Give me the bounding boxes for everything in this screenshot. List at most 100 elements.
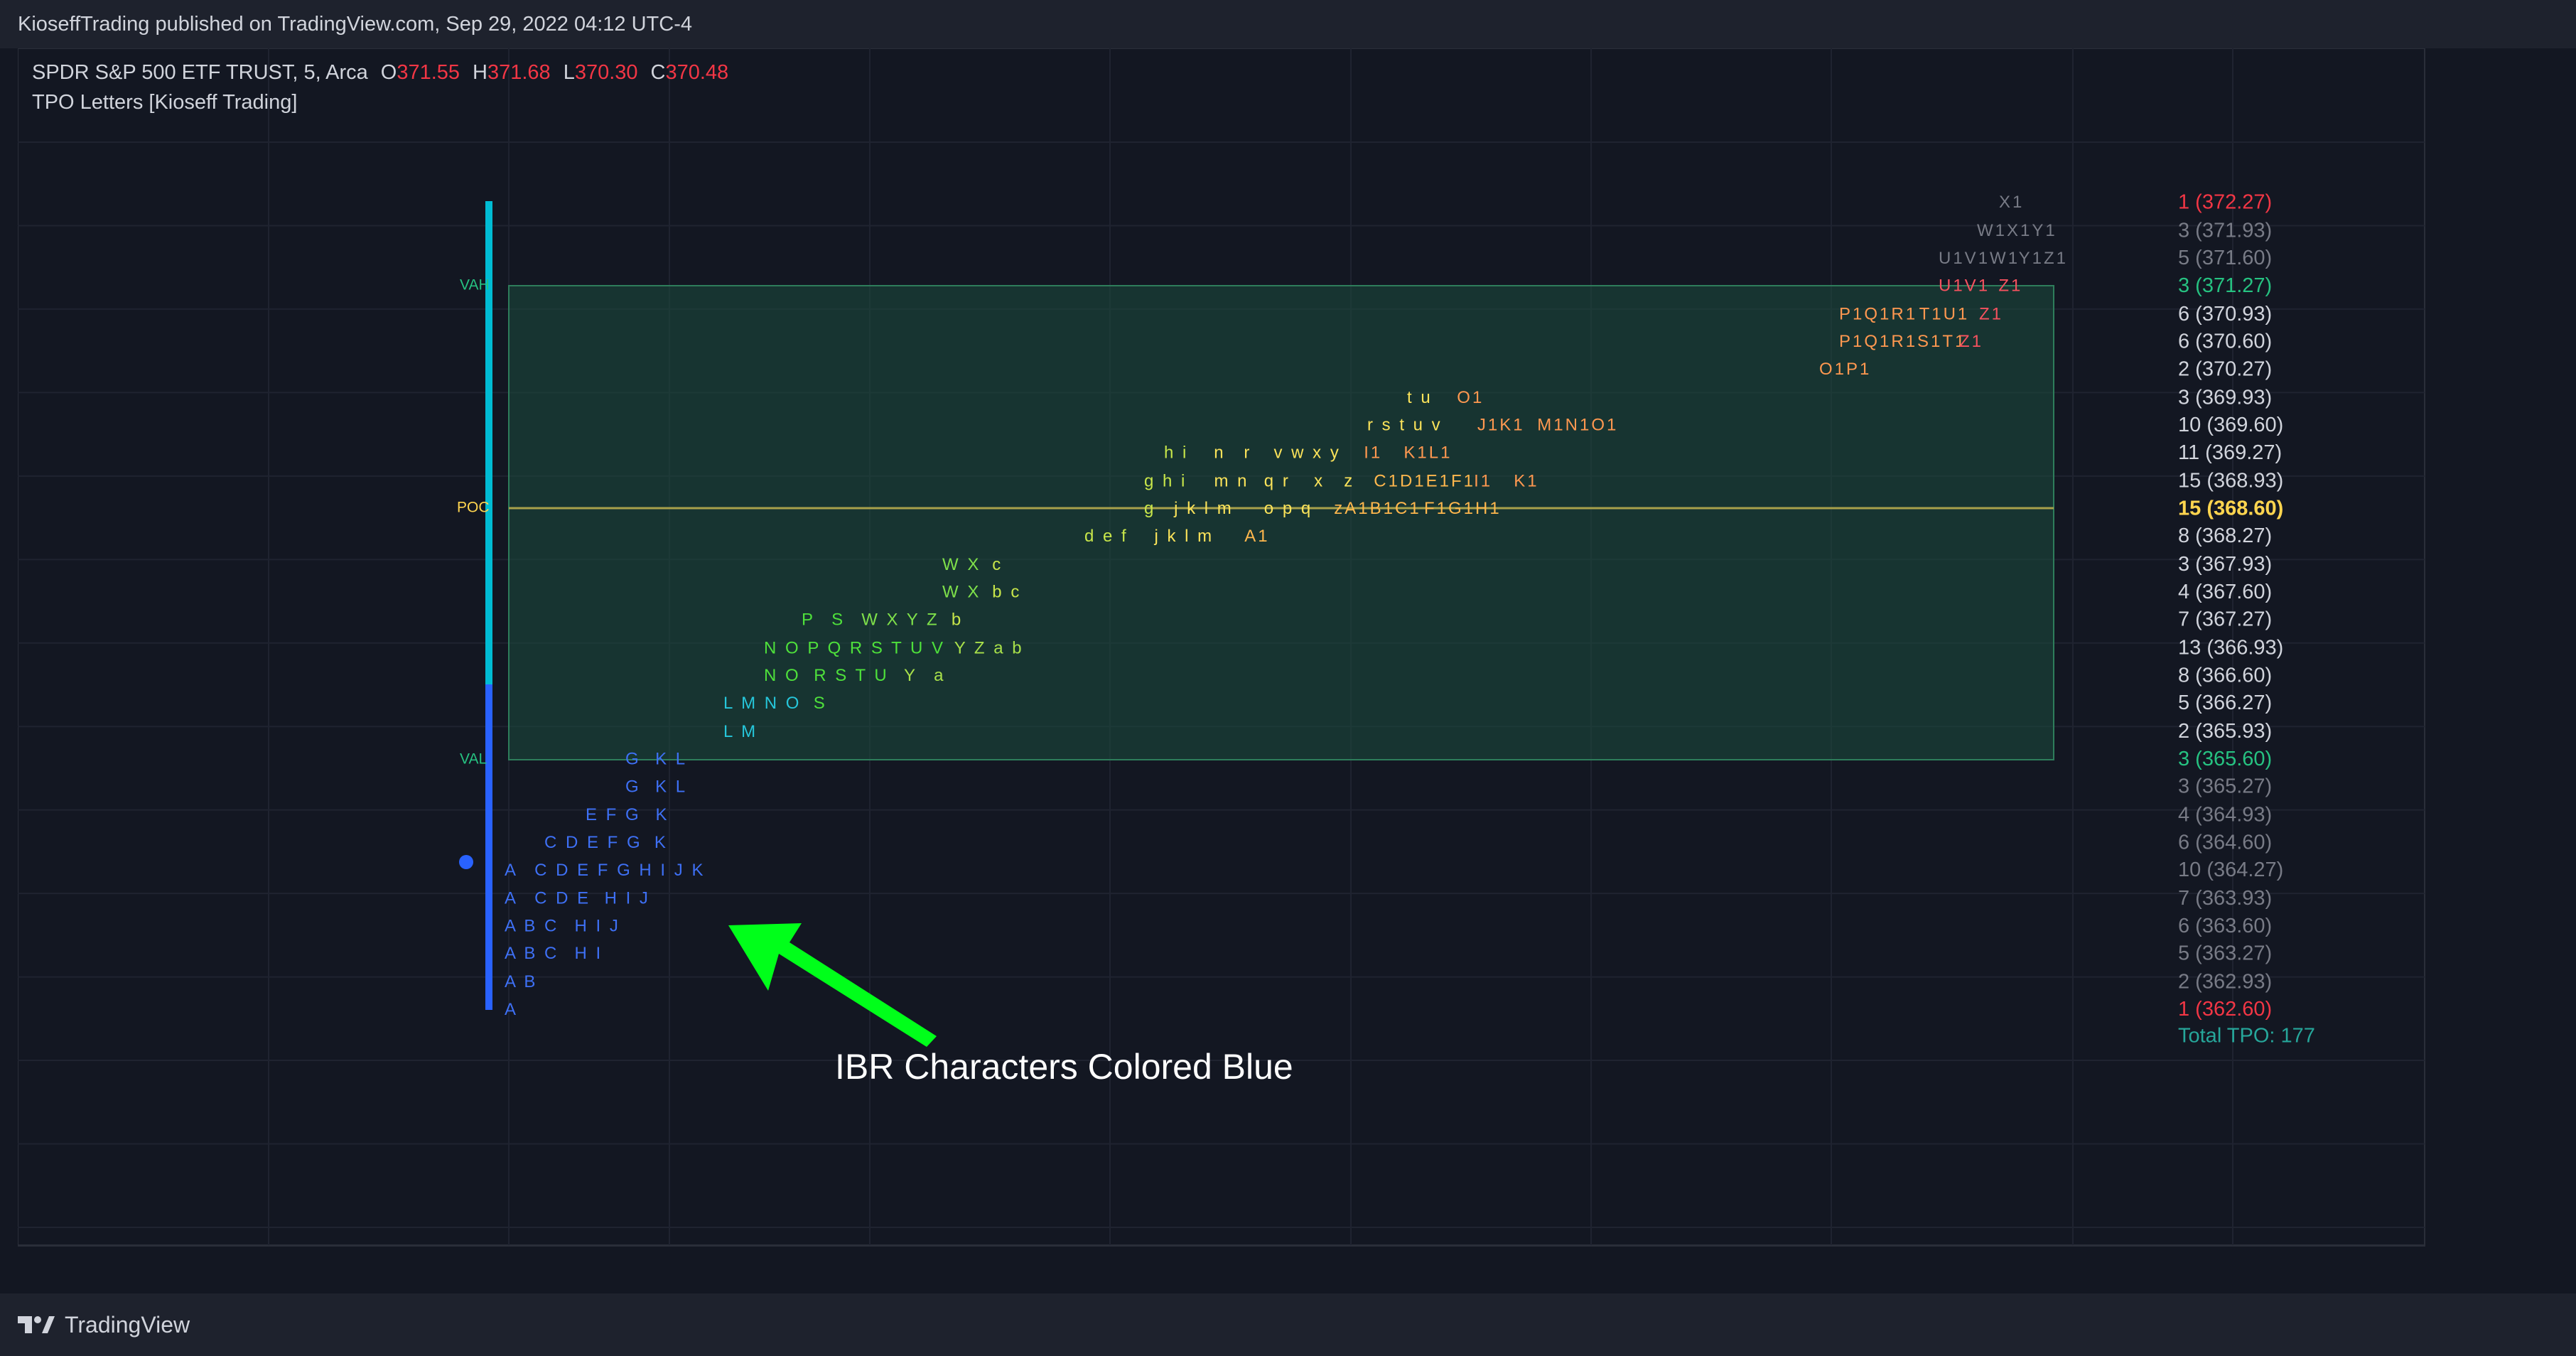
tpo-letters: m n — [1214, 471, 1249, 490]
tradingview-logo[interactable]: TradingView — [18, 1312, 190, 1338]
tpo-letters: o p q — [1264, 499, 1313, 518]
value-area-box — [508, 285, 2054, 760]
open-marker-dot — [459, 855, 473, 869]
tpo-letters: A B — [505, 972, 537, 991]
tpo-count-label: 15 (368.60) — [2178, 497, 2283, 520]
tpo-count-label: 3 (369.93) — [2178, 386, 2272, 409]
tradingview-brand: TradingView — [65, 1311, 190, 1338]
tpo-letters: K L — [655, 750, 687, 769]
publisher-bar: KioseffTrading published on TradingView.… — [0, 0, 2576, 48]
tpo-count-label: 3 (365.27) — [2178, 775, 2272, 798]
tpo-letters: X1 — [1999, 193, 2024, 212]
tpo-letters: K — [654, 833, 668, 852]
tpo-letters: O1P1 — [1819, 360, 1871, 379]
tpo-letters: W X — [942, 555, 981, 574]
tpo-letters: q r — [1264, 471, 1290, 490]
tpo-count-label: 1 (372.27) — [2178, 190, 2272, 213]
tpo-count-label: 6 (370.93) — [2178, 303, 2272, 325]
tpo-letters: N O — [764, 666, 801, 685]
tpo-count-label: 5 (366.27) — [2178, 692, 2272, 714]
tpo-letters: r — [1244, 443, 1251, 462]
tpo-letters: H I J — [575, 916, 620, 935]
tpo-letters: E F G — [586, 805, 641, 824]
tpo-letters: A — [505, 889, 518, 908]
tpo-letters: c — [992, 555, 1003, 574]
tpo-letters: C1D1E1F1 — [1374, 471, 1475, 490]
open-label: O — [380, 61, 397, 84]
tpo-letters: j k l m — [1173, 499, 1234, 518]
footer-bar: TradingView — [0, 1293, 2576, 1356]
tpo-letters: I1 — [1364, 443, 1382, 462]
symbol-legend[interactable]: SPDR S&P 500 ETF TRUST, 5, Arca O 371.55… — [32, 61, 741, 85]
tpo-count-label: 13 (366.93) — [2178, 637, 2283, 660]
ib-range-bar — [485, 684, 492, 1010]
tpo-letters: b — [952, 610, 963, 629]
high-value: 371.68 — [487, 61, 551, 84]
tpo-letters: C D E F G — [544, 833, 642, 852]
symbol-name[interactable]: SPDR S&P 500 ETF TRUST, 5, Arca — [32, 61, 368, 84]
range-bar — [485, 201, 492, 684]
tpo-letters: F1G1H1 — [1424, 499, 1502, 518]
tpo-count-label: 6 (370.60) — [2178, 330, 2272, 353]
tpo-letters: A1 — [1244, 527, 1269, 546]
tpo-letters: G — [625, 777, 641, 796]
tpo-letters: L M — [723, 722, 758, 741]
close-value: 370.48 — [665, 61, 729, 84]
tpo-letters: Z1 — [1998, 276, 2022, 296]
tpo-letters: K L — [655, 777, 687, 796]
indicator-legend[interactable]: TPO Letters [Kioseff Trading] — [32, 91, 298, 114]
tpo-letters: A B C — [505, 944, 559, 963]
tpo-letters: P1Q1R1S1T1 — [1839, 332, 1966, 351]
tpo-letters: O1 — [1457, 388, 1484, 407]
tpo-letters: g — [1144, 499, 1155, 518]
tpo-letters: Y1Z1 — [2019, 249, 2068, 268]
tpo-letters: C D E — [534, 889, 591, 908]
tpo-letters: d e f — [1084, 527, 1128, 546]
tpo-count-label: 11 (369.27) — [2178, 441, 2282, 464]
tpo-letters: Y — [904, 666, 917, 685]
chart-pane[interactable]: 373.00372.00371.00370.00369.00368.00367.… — [18, 48, 2425, 1247]
tradingview-logo-icon — [18, 1316, 55, 1333]
tpo-letters: G — [625, 750, 641, 769]
tpo-letters: P1Q1R1 — [1839, 304, 1917, 323]
tpo-count-label: 3 (371.93) — [2178, 219, 2272, 242]
low-label: L — [563, 61, 575, 84]
tpo-letters: H I — [575, 944, 603, 963]
tpo-letters: H I J — [605, 889, 650, 908]
val-label: VAL — [460, 751, 487, 768]
tpo-count-label: 6 (363.60) — [2178, 915, 2272, 937]
tpo-count-label: 7 (363.93) — [2178, 887, 2272, 910]
open-value: 371.55 — [397, 61, 460, 84]
tpo-letters: W X Y Z — [861, 610, 939, 629]
tpo-count-label: 6 (364.60) — [2178, 831, 2272, 854]
tpo-count-label: 10 (364.27) — [2178, 859, 2283, 881]
tpo-letters: Y Z a b — [954, 638, 1024, 657]
tpo-count-label: 4 (367.60) — [2178, 581, 2272, 603]
vah-label: VAH — [460, 277, 490, 294]
tpo-letters: b c — [992, 583, 1021, 602]
tpo-letters: L M N O — [723, 694, 801, 713]
tpo-letters: Z1 — [1979, 304, 2003, 323]
publisher-text: KioseffTrading published on TradingView.… — [18, 12, 692, 36]
tpo-letters: P — [802, 610, 815, 629]
poc-label: POC — [457, 500, 490, 516]
tpo-letters: v w x y — [1274, 443, 1341, 462]
tpo-count-label: 3 (365.60) — [2178, 748, 2272, 770]
tpo-letters: h i — [1164, 443, 1188, 462]
annotation-text: IBR Characters Colored Blue — [835, 1047, 1293, 1087]
tpo-letters: U1V1W1 — [1939, 249, 2020, 268]
chart-canvas[interactable]: 373.00372.00371.00370.00369.00368.00367.… — [18, 48, 2425, 1247]
tpo-letters: C D E F G H I J K — [534, 861, 705, 880]
tpo-letters: Z1 — [1959, 332, 1983, 351]
tpo-letters: A — [505, 1000, 518, 1019]
tpo-letters: T1U1 — [1919, 304, 1970, 323]
tpo-letters: g h i — [1144, 471, 1187, 490]
tpo-letters: J1K1 — [1477, 416, 1525, 435]
tpo-letters: S — [831, 610, 845, 629]
tpo-count-label: 2 (370.27) — [2178, 357, 2272, 380]
tpo-letters: U1V1 — [1939, 276, 1990, 296]
low-value: 370.30 — [574, 61, 638, 84]
tpo-count-label: 8 (366.60) — [2178, 664, 2272, 687]
tpo-count-label: 1 (362.60) — [2178, 998, 2272, 1021]
tpo-count-label: 15 (368.93) — [2178, 470, 2283, 493]
